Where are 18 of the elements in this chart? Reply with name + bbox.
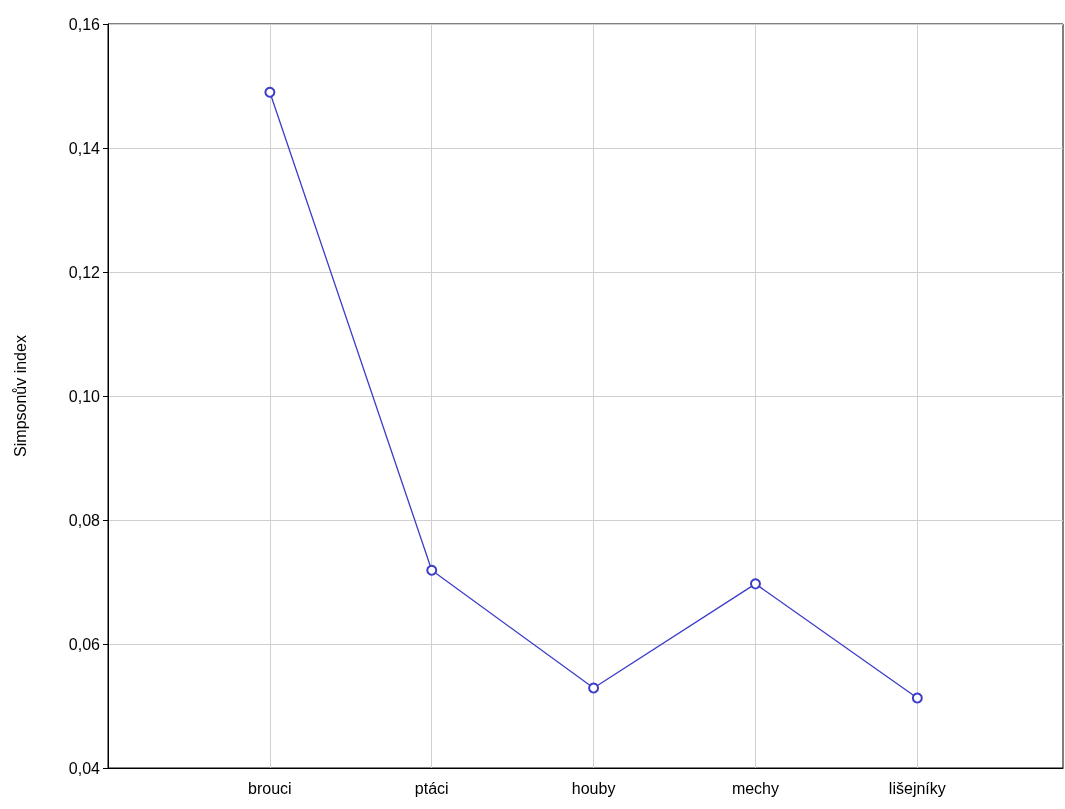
x-tick-label: houby: [571, 779, 616, 797]
point: [588, 682, 600, 694]
x-tick-label: mechy: [731, 779, 780, 797]
y-tick-label: 0,08: [68, 511, 101, 529]
y-tick-label: 0,10: [68, 387, 101, 405]
y-tick-label: 0,04: [68, 759, 101, 777]
point: [749, 578, 761, 590]
y-tick-label: 0,12: [68, 263, 101, 281]
y-axis-title: Simpsonův index: [11, 335, 29, 457]
x-tick-label: ptáci: [414, 779, 449, 797]
x-tick-label: lišejníky: [888, 779, 946, 797]
y-tick-label: 0,06: [68, 635, 101, 653]
point: [911, 692, 923, 704]
y-tick-label: 0,16: [68, 15, 101, 33]
y-tick-label: 0,14: [68, 139, 101, 157]
point: [426, 564, 438, 576]
x-tick-label: brouci: [248, 779, 292, 797]
point: [264, 86, 276, 98]
